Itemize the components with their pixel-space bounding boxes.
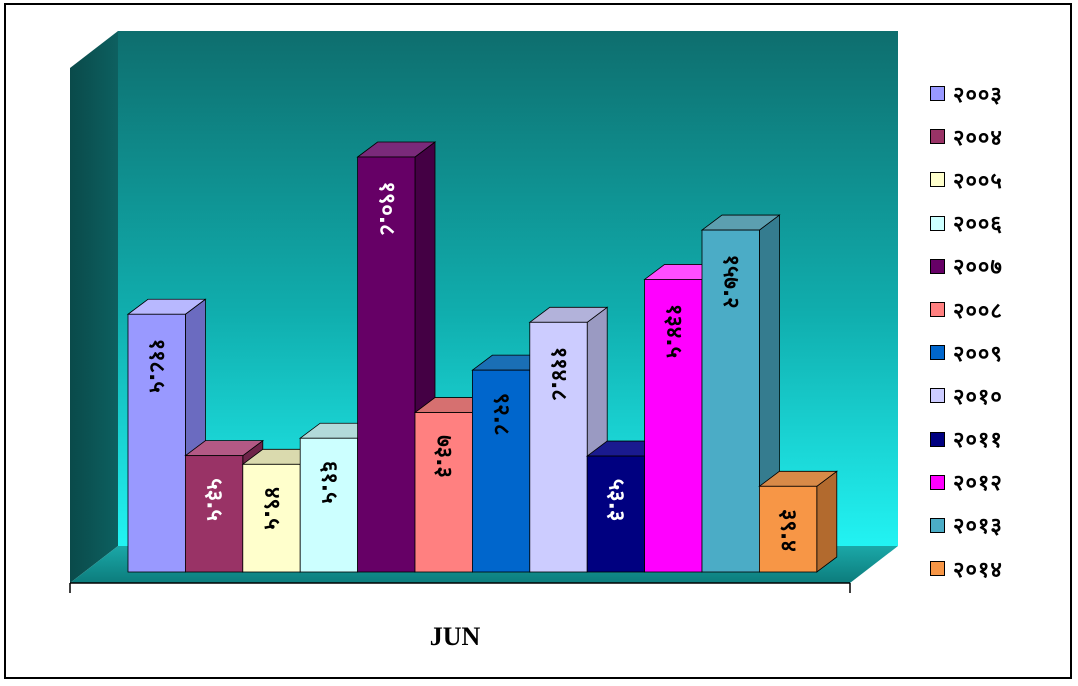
legend-label: २००९ xyxy=(953,341,1003,367)
legend-swatch xyxy=(930,517,945,533)
bar-front-२००३ xyxy=(127,313,186,573)
bar-front-२००४ xyxy=(184,455,244,573)
bar-२००७: १९०.८ xyxy=(356,141,437,573)
bar-२००३: ११८.५ xyxy=(126,298,207,573)
legend-label: २०१३ xyxy=(953,514,1003,540)
legend-label: २००४ xyxy=(953,125,1003,151)
legend-swatch xyxy=(930,345,945,361)
chart-legend: २००३ २००४ २००५ २००६ २००७ २००८ २००९ २०१० २०११ २०१२… xyxy=(930,72,1060,590)
legend-swatch xyxy=(930,258,945,274)
data-label-२००६: ६१.५ xyxy=(316,461,341,504)
legend-swatch xyxy=(930,129,945,145)
data-label-२००९: ९२.८ xyxy=(489,393,514,436)
legend-label: २००३ xyxy=(953,82,1003,108)
data-label-२०१३: १५७.२ xyxy=(718,255,743,309)
bar-front-२००६ xyxy=(299,437,359,573)
data-label-२००४: ५३.५ xyxy=(202,478,227,521)
legend-swatch xyxy=(930,86,945,102)
legend-item-२०१३: २०१३ xyxy=(930,504,1060,547)
legend-item-२०११: २०११ xyxy=(930,418,1060,461)
legend-label: २००५ xyxy=(953,168,1003,194)
legend-item-२०१२: २०१२ xyxy=(930,461,1060,504)
bar-२०१४: ३९.४ xyxy=(758,470,838,573)
legend-label: २००७ xyxy=(953,255,1003,281)
legend-swatch xyxy=(930,474,945,490)
data-label-२००८: ७३.३ xyxy=(431,435,456,478)
legend-swatch xyxy=(930,561,945,577)
side-wall xyxy=(70,31,118,583)
data-label-२०१४: ३९.४ xyxy=(776,509,801,552)
legend-label: २०११ xyxy=(953,428,1003,454)
legend-item-२००६: २००६ xyxy=(930,202,1060,245)
x-axis-label: JUN xyxy=(429,622,481,651)
legend-item-२००९: २००९ xyxy=(930,331,1060,374)
bar-front-२०११ xyxy=(586,455,646,573)
bar-front-२०१३ xyxy=(701,229,760,573)
legend-item-२००४: २००४ xyxy=(930,115,1060,158)
legend-item-२००८: २००८ xyxy=(930,288,1060,331)
legend-item-२०१४: २०१४ xyxy=(930,547,1060,590)
bar-front-२००७ xyxy=(357,156,416,573)
data-label-२०१२: १३४.५ xyxy=(661,304,686,358)
bar-front-२००८ xyxy=(414,412,473,573)
bars-group: ११८.५ ५३.५ ४९.५ ६१.५ १९०.८ ७३.३ ९२.८ ११४.८ ५३.३ १… xyxy=(126,141,838,573)
legend-swatch xyxy=(930,388,945,404)
legend-label: २०१४ xyxy=(953,557,1003,583)
legend-swatch xyxy=(930,302,945,318)
bar-front-२०१२ xyxy=(644,279,703,573)
legend-item-२००७: २००७ xyxy=(930,245,1060,288)
bar-side-२०१४ xyxy=(816,470,838,573)
data-label-२००७: १९०.८ xyxy=(374,181,399,235)
data-label-२००५: ४९.५ xyxy=(259,487,284,530)
data-label-२०१०: ११४.८ xyxy=(546,347,571,401)
legend-swatch xyxy=(930,431,945,447)
legend-label: २०१२ xyxy=(953,471,1003,497)
legend-swatch xyxy=(930,172,945,188)
legend-item-२००३: २००३ xyxy=(930,72,1060,115)
legend-label: २००६ xyxy=(953,212,1003,238)
data-label-२०११: ५३.३ xyxy=(603,479,628,522)
legend-item-२०१०: २०१० xyxy=(930,374,1060,417)
bar-front-२०१४ xyxy=(759,485,818,573)
bar-front-२०१० xyxy=(529,321,588,573)
data-label-२००३: ११८.५ xyxy=(144,339,169,393)
legend-label: २०१० xyxy=(953,384,1003,410)
legend-swatch xyxy=(930,215,945,231)
legend-item-२००५: २००५ xyxy=(930,158,1060,201)
bar-front-२००९ xyxy=(471,369,531,573)
legend-label: २००८ xyxy=(953,298,1003,324)
